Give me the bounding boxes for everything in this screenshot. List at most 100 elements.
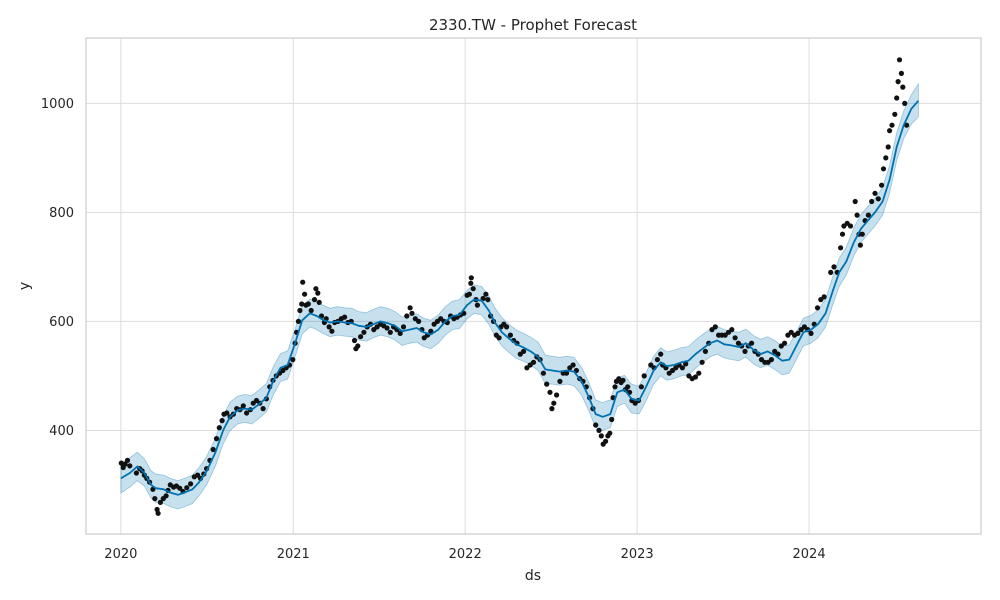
observed-point [616,376,622,382]
observed-point [155,510,161,516]
observed-point [152,496,158,502]
y-tick-label: 400 [49,424,74,439]
y-tick-label: 1000 [41,97,74,112]
observed-point [896,57,903,63]
observed-point [387,329,393,335]
observed-point [177,485,183,491]
observed-point [563,370,570,376]
observed-point [485,297,491,303]
observed-point [313,286,319,292]
observed-point [483,291,489,297]
observed-point [732,335,738,341]
observed-point [603,438,609,444]
observed-point [831,264,837,270]
observed-point [625,384,631,390]
observed-point [329,328,335,334]
observed-point [470,286,476,292]
observed-point [210,446,216,453]
observed-point [315,290,321,296]
observed-point [607,430,613,436]
observed-point [593,422,599,428]
observed-point [557,378,563,384]
observed-point [872,190,878,196]
observed-point [782,340,788,346]
observed-point [480,295,486,302]
observed-point [900,84,906,90]
observed-point [696,370,702,376]
observed-point [795,330,801,336]
y-tick-label: 600 [49,315,74,330]
observed-point [157,499,163,505]
observed-point [658,351,664,357]
plot-frame [85,37,982,535]
observed-point [551,400,557,406]
observed-point [894,95,900,101]
observed-point [547,389,553,395]
observed-point [428,328,434,334]
observed-point [297,307,303,314]
chart-title: 2330.TW - Prophet Forecast [429,16,637,34]
x-tick-label: 2022 [449,547,482,562]
observed-point [355,343,361,349]
x-tick-label: 2020 [104,547,137,562]
observed-point [885,144,891,150]
observed-point [295,318,301,324]
x-tick-label: 2023 [621,547,654,562]
observed-point [902,100,908,106]
observed-point [133,470,139,476]
observed-point [466,291,472,297]
observed-point [351,337,358,344]
observed-point [638,384,645,390]
observed-point [654,357,661,363]
observed-point [358,334,364,340]
forecast-line [120,100,920,496]
observed-point [598,433,604,439]
observed-point [883,155,889,161]
observed-point [768,357,775,363]
observed-point [397,330,403,336]
observed-point [127,463,133,469]
observed-point [712,324,718,330]
observed-point [869,198,875,205]
observed-point [188,481,194,487]
observed-point [892,111,898,117]
observed-point [290,357,296,363]
observed-point [729,327,735,333]
observed-point [808,330,814,336]
observed-point [224,410,230,416]
observed-point [213,436,220,442]
observed-point [612,384,618,390]
observed-point [596,427,602,433]
observed-point [852,198,858,205]
observed-point [404,313,410,319]
observed-point [530,359,537,365]
observed-point [544,381,550,387]
observed-point [904,122,910,128]
observed-point [641,373,647,379]
observed-point [122,461,128,467]
y-tick-label: 800 [49,206,74,221]
observed-point [384,325,390,331]
observed-point [302,291,308,297]
observed-point [749,340,755,346]
observed-point [775,351,781,357]
observed-point [554,392,560,398]
observed-point [163,493,169,499]
observed-point [416,318,422,324]
observed-point [407,305,413,311]
observed-point [540,370,547,376]
observed-point [219,418,225,424]
observed-point [620,377,626,383]
observed-point [683,361,689,367]
observed-point [828,269,834,275]
uncertainty-band [120,82,919,510]
observed-point [839,231,846,237]
observed-point [880,166,887,172]
observed-point [305,301,311,307]
observed-point [679,365,686,371]
observed-point [889,122,895,128]
observed-point [847,223,854,229]
observed-point [468,280,474,286]
